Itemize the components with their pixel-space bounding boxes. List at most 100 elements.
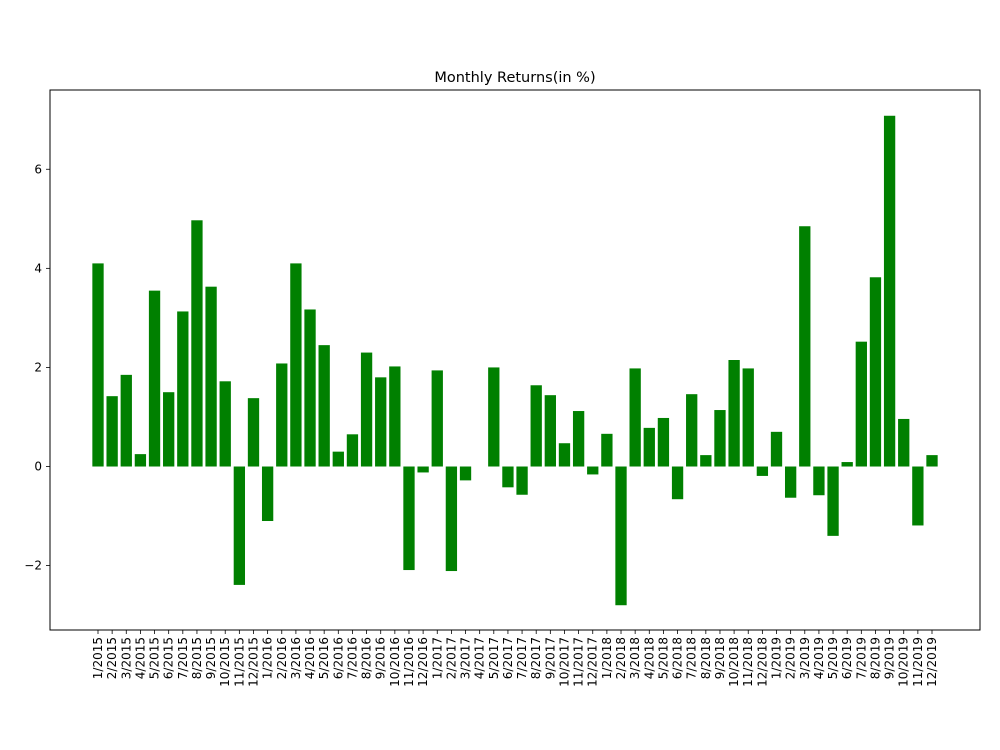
x-tick-label: 4/2015	[133, 637, 147, 679]
bar-8-2017	[530, 385, 542, 467]
bar-3-2017	[459, 466, 472, 481]
x-tick-label: 4/2017	[473, 637, 487, 679]
bar-9-2019	[883, 115, 896, 467]
bar-7-2019	[855, 341, 867, 467]
bar-10-2016	[389, 366, 401, 467]
bar-3-2015	[120, 374, 132, 467]
x-tick-label: 7/2015	[176, 637, 190, 679]
bar-10-2017	[558, 443, 571, 467]
x-tick-label: 9/2018	[713, 637, 727, 679]
bar-11-2016	[403, 466, 415, 571]
x-tick-label: 7/2019	[854, 637, 868, 679]
x-tick-label: 2/2019	[784, 637, 798, 679]
x-tick-label: 9/2017	[543, 637, 557, 679]
x-tick-label: 3/2015	[119, 637, 133, 679]
plot-frame	[49, 89, 981, 631]
x-tick-label: 2/2015	[105, 637, 119, 679]
bar-12-2017	[587, 466, 599, 475]
bar-7-2016	[346, 434, 359, 467]
y-tick-label: 6	[34, 162, 42, 176]
x-tick-label: 2/2018	[614, 637, 628, 679]
x-tick-label: 5/2017	[487, 637, 501, 679]
bar-2-2016	[276, 363, 288, 467]
bar-1-2017	[431, 370, 443, 467]
x-tick-label: 9/2019	[883, 637, 897, 679]
x-tick-label: 9/2015	[204, 637, 218, 679]
x-tick-label: 8/2015	[190, 637, 204, 679]
y-tick-label: 2	[34, 360, 42, 374]
x-tick-label: 12/2017	[586, 637, 600, 687]
bar-5-2016	[318, 345, 330, 467]
bar-9-2016	[375, 377, 387, 467]
x-tick-label: 11/2017	[572, 637, 586, 687]
bar-12-2015	[247, 398, 260, 467]
x-tick-label: 12/2018	[755, 637, 769, 687]
x-tick-label: 10/2015	[218, 637, 232, 687]
x-tick-label: 6/2015	[162, 637, 176, 679]
bar-5-2015	[148, 290, 161, 467]
x-tick-label: 10/2016	[388, 637, 402, 687]
x-tick-label: 7/2016	[345, 637, 359, 679]
bar-4-2018	[643, 427, 655, 467]
x-tick-label: 4/2016	[303, 637, 317, 679]
bar-2-2017	[445, 466, 458, 572]
bar-9-2018	[714, 410, 726, 467]
x-tick-label: 6/2017	[501, 637, 515, 679]
bar-6-2019	[841, 462, 853, 467]
y-axis: −2 0 2 4 6	[24, 162, 50, 573]
chart-title: Monthly Returns(in %)	[434, 70, 595, 86]
bar-11-2019	[912, 466, 924, 526]
x-tick-label: 6/2019	[840, 637, 854, 679]
x-tick-label: 8/2018	[699, 637, 713, 679]
bar-1-2016	[261, 466, 274, 522]
bar-5-2019	[827, 466, 839, 536]
x-tick-label: 1/2019	[770, 637, 784, 679]
bar-12-2019	[926, 455, 938, 467]
y-tick-label: −2	[24, 559, 42, 573]
x-tick-label: 8/2019	[868, 637, 882, 679]
bar-1-2018	[601, 433, 613, 467]
x-tick-label: 4/2019	[812, 637, 826, 679]
bar-8-2019	[869, 277, 882, 467]
bar-2-2015	[106, 396, 118, 467]
x-tick-label: 2/2016	[275, 637, 289, 679]
x-tick-label: 1/2016	[261, 637, 275, 679]
x-tick-label: 6/2016	[331, 637, 345, 679]
x-tick-label: 5/2015	[148, 637, 162, 679]
x-tick-label: 5/2018	[656, 637, 670, 679]
x-tick-label: 1/2015	[91, 637, 105, 679]
x-tick-label: 3/2019	[798, 637, 812, 679]
bar-6-2015	[163, 392, 175, 467]
bar-1-2019	[770, 431, 783, 467]
x-tick-label: 11/2016	[402, 637, 416, 687]
x-tick-label: 10/2018	[727, 637, 741, 687]
bar-11-2017	[572, 411, 585, 467]
x-tick-label: 9/2016	[374, 637, 388, 679]
x-tick-label: 11/2015	[232, 637, 246, 687]
bar-7-2017	[516, 466, 528, 495]
bar-3-2018	[629, 368, 641, 467]
bar-10-2018	[728, 360, 740, 467]
x-tick-label: 11/2018	[741, 637, 755, 687]
bar-9-2015	[205, 286, 217, 467]
x-tick-label: 8/2017	[529, 637, 543, 679]
bar-5-2018	[657, 417, 670, 467]
x-tick-label: 6/2018	[671, 637, 685, 679]
x-tick-label: 12/2016	[416, 637, 430, 687]
bar-11-2015	[233, 466, 246, 585]
bar-4-2016	[304, 309, 316, 467]
bar-9-2017	[544, 395, 556, 467]
x-tick-label: 10/2017	[557, 637, 571, 687]
x-tick-label: 7/2018	[685, 637, 699, 679]
bar-2-2018	[615, 466, 627, 606]
x-tick-label: 1/2017	[430, 637, 444, 679]
bar-8-2018	[700, 455, 712, 467]
x-tick-label: 3/2016	[289, 637, 303, 679]
x-tick-label: 7/2017	[515, 637, 529, 679]
x-tick-label: 5/2019	[826, 637, 840, 679]
bar-1-2015	[92, 263, 104, 467]
x-tick-label: 8/2016	[360, 637, 374, 679]
y-tick-label: 0	[34, 460, 42, 474]
x-axis: 1/2015 2/2015 3/2015 4/2015 5/2015 6/2015 7/20…	[91, 630, 939, 687]
